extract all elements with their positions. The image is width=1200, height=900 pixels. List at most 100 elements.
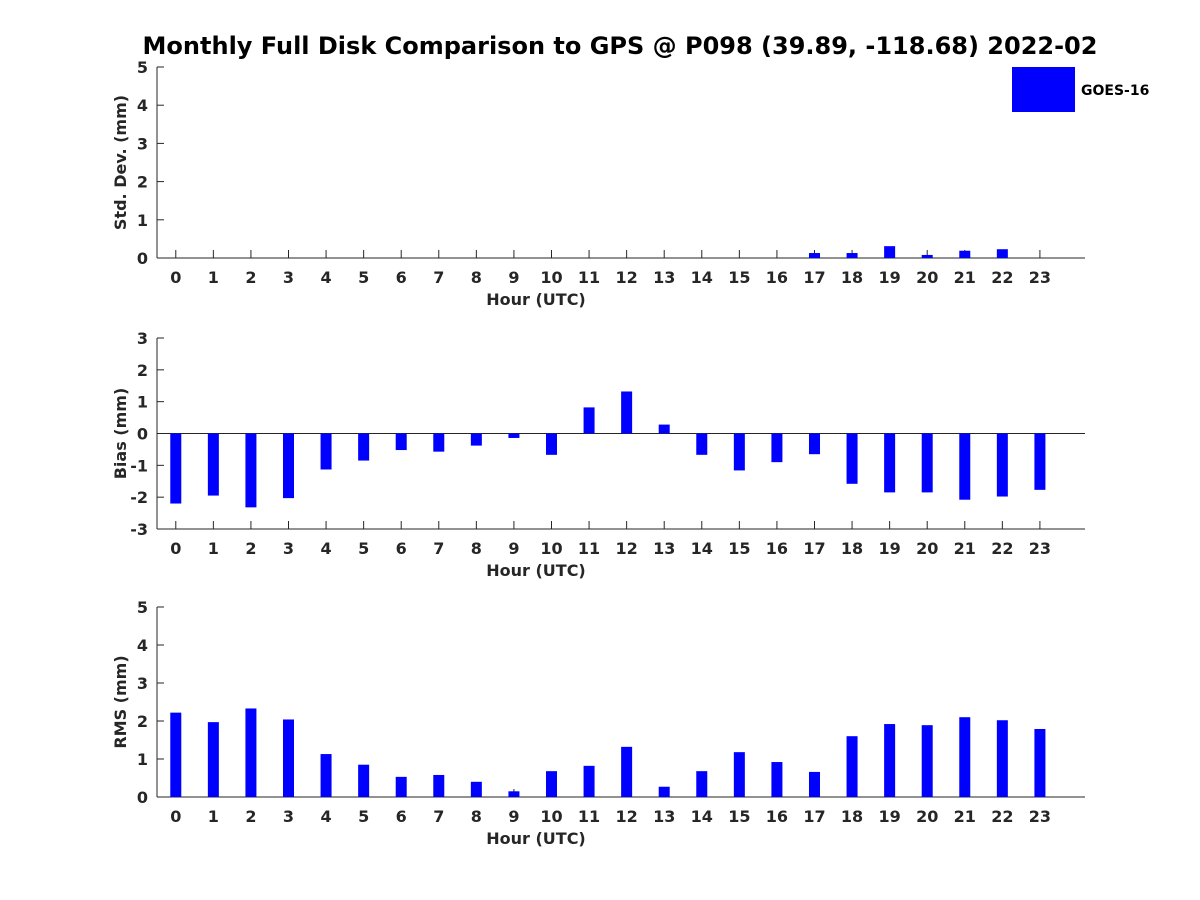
x-tick-label: 1 [208,807,219,826]
x-tick-label: 14 [691,268,713,287]
x-tick-label: 3 [283,807,294,826]
bar [621,746,633,797]
bar [733,433,745,471]
x-tick-label: 5 [358,268,369,287]
bar [959,433,971,500]
bar [320,433,332,470]
bar [583,765,595,797]
bar [658,786,670,797]
x-tick-label: 23 [1029,807,1051,826]
bar [170,712,182,797]
x-axis-label: Hour (UTC) [486,290,586,309]
y-tick-label: 3 [137,674,148,693]
bar [433,774,445,797]
x-tick-label: 14 [691,807,713,826]
x-tick-label: 11 [578,539,600,558]
x-tick-label: 13 [653,807,675,826]
x-tick-label: 20 [916,807,938,826]
x-tick-label: 15 [728,268,750,287]
y-tick-label: 2 [137,173,148,192]
bar [658,424,670,434]
bar [696,771,708,797]
x-axis-label: Hour (UTC) [486,561,586,580]
bar [1034,728,1046,797]
x-tick-label: 4 [320,268,331,287]
x-tick-label: 9 [508,539,519,558]
x-tick-label: 8 [471,807,482,826]
bar [921,725,933,797]
x-tick-label: 10 [540,268,562,287]
bar [395,776,407,797]
bar [846,433,858,484]
x-tick-label: 18 [841,807,863,826]
bar [508,791,520,797]
x-tick-label: 15 [728,539,750,558]
x-tick-label: 16 [766,539,788,558]
bar [320,754,332,797]
bar [959,717,971,797]
y-tick-label: 1 [137,750,148,769]
y-tick-label: 0 [137,425,148,444]
bar [395,433,407,451]
x-tick-label: 12 [616,268,638,287]
bar [921,254,933,258]
x-tick-label: 9 [508,807,519,826]
bar [846,253,858,258]
x-tick-label: 7 [433,268,444,287]
x-tick-label: 17 [803,268,825,287]
bar [884,724,896,797]
bar [846,736,858,797]
bar [921,433,933,493]
bar [433,433,445,452]
x-tick-label: 10 [540,539,562,558]
x-tick-label: 21 [954,268,976,287]
x-tick-label: 15 [728,807,750,826]
x-tick-label: 17 [803,539,825,558]
bar [733,752,745,797]
x-tick-label: 23 [1029,539,1051,558]
bar [358,433,370,461]
x-tick-label: 22 [991,268,1013,287]
x-tick-label: 2 [245,268,256,287]
x-tick-label: 21 [954,807,976,826]
bar [545,433,557,455]
x-tick-label: 5 [358,807,369,826]
bar [207,433,219,496]
bar [1034,433,1046,490]
x-tick-label: 11 [578,268,600,287]
x-tick-label: 8 [471,539,482,558]
x-tick-label: 11 [578,807,600,826]
x-tick-label: 22 [991,807,1013,826]
x-tick-label: 4 [320,807,331,826]
y-tick-label: 4 [137,636,148,655]
bar [808,771,820,797]
x-tick-label: 12 [616,807,638,826]
y-tick-label: 4 [137,96,148,115]
bar [470,781,482,797]
y-tick-label: -2 [130,488,148,507]
x-tick-label: 2 [245,539,256,558]
y-tick-label: 5 [137,598,148,617]
bar [884,246,896,258]
bar [959,250,971,258]
y-tick-label: 0 [137,249,148,268]
bar [621,391,633,434]
x-tick-label: 13 [653,268,675,287]
x-tick-label: 20 [916,539,938,558]
bar [282,719,294,797]
bar [245,708,257,797]
x-tick-label: 14 [691,539,713,558]
x-tick-label: 3 [283,268,294,287]
x-tick-label: 3 [283,539,294,558]
bar [508,433,520,438]
x-tick-label: 6 [396,807,407,826]
bar [282,433,294,499]
y-tick-label: 3 [137,329,148,348]
x-tick-label: 7 [433,539,444,558]
x-tick-label: 6 [396,268,407,287]
y-tick-label: 2 [137,712,148,731]
